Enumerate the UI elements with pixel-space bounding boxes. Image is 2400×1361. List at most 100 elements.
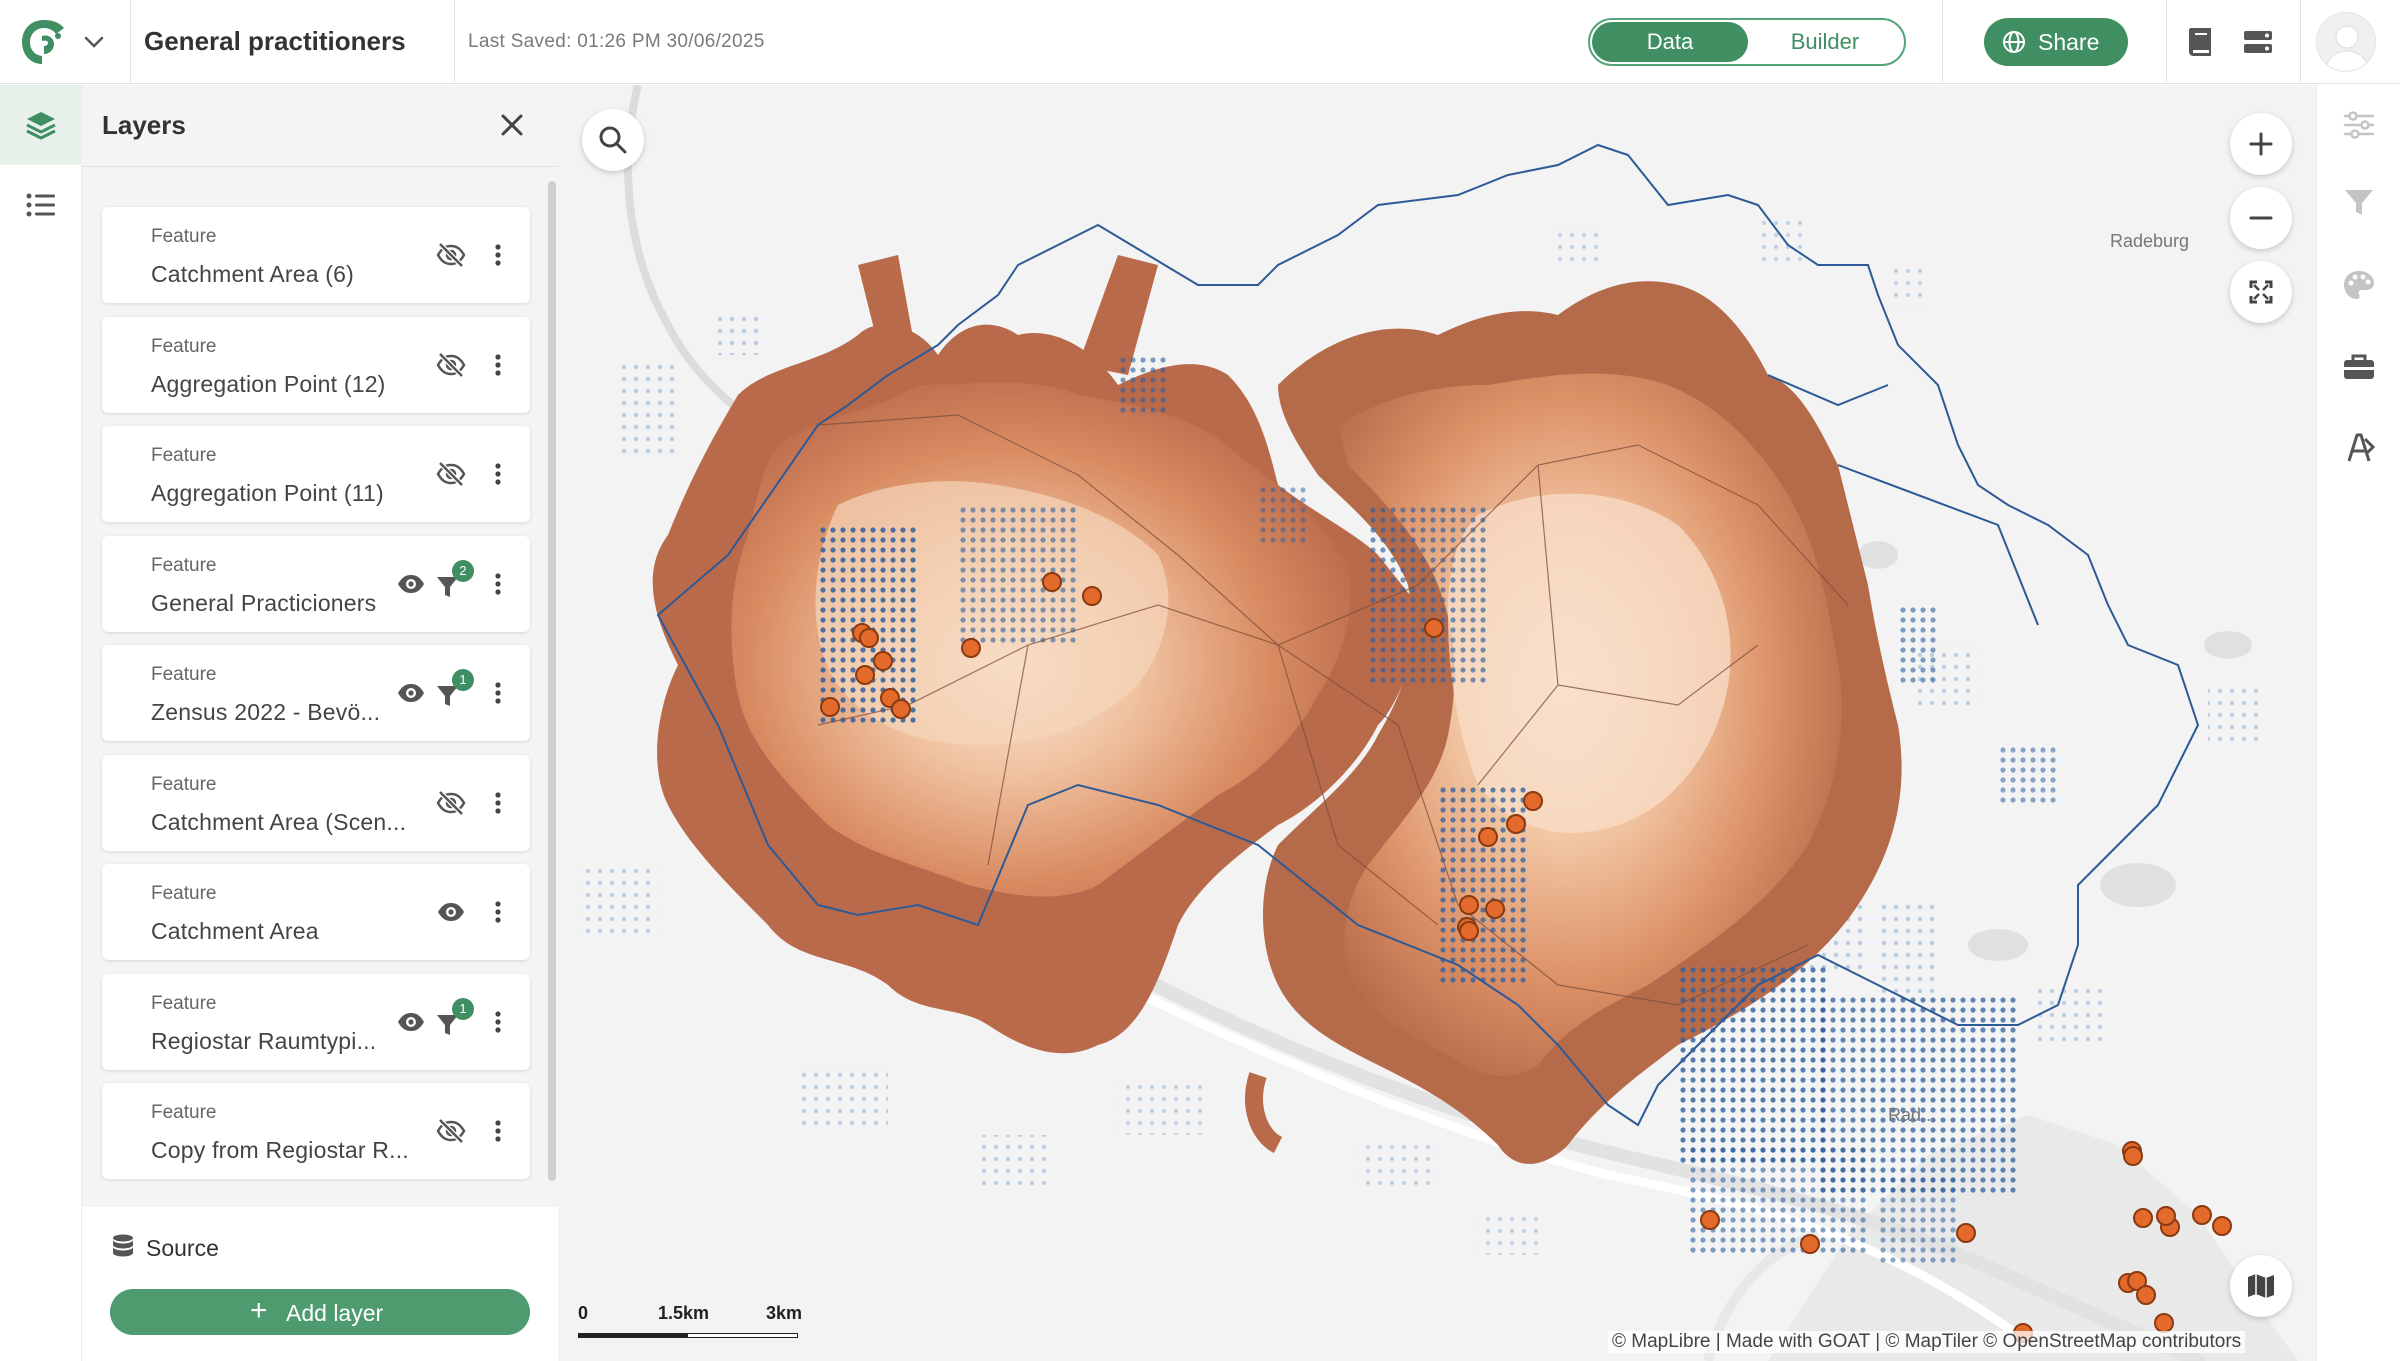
layer-card[interactable]: Feature Regiostar Raumtypi... 1 bbox=[102, 973, 530, 1070]
map-graphics bbox=[558, 85, 2316, 1361]
filter-count-badge: 1 bbox=[452, 669, 474, 691]
place-label-radeburg: Radeburg bbox=[2110, 231, 2190, 251]
globe-icon bbox=[2003, 31, 2025, 53]
layer-card[interactable]: Feature Aggregation Point (12) bbox=[102, 316, 530, 413]
top-bar: General practitioners Last Saved: 01:26 … bbox=[0, 0, 2400, 84]
visibility-off-icon[interactable] bbox=[436, 1116, 466, 1146]
scale-label-mid: 1.5km bbox=[658, 1303, 710, 1323]
filter-icon[interactable] bbox=[434, 681, 464, 711]
scale-label-zero: 0 bbox=[578, 1303, 589, 1323]
layers-panel: Layers Feature Catchment Area (6) Feature A… bbox=[82, 85, 558, 1361]
zoom-in-button[interactable] bbox=[2230, 113, 2292, 175]
book-icon[interactable] bbox=[2183, 24, 2219, 60]
layer-card[interactable]: Feature Catchment Area bbox=[102, 864, 530, 960]
share-label: Share bbox=[2038, 29, 2100, 55]
add-layer-label: Add layer bbox=[286, 1300, 384, 1326]
visibility-off-icon[interactable] bbox=[436, 788, 466, 818]
legend-list-icon[interactable] bbox=[23, 187, 59, 223]
layer-name: Catchment Area bbox=[151, 918, 319, 944]
project-title[interactable]: General practitioners bbox=[144, 26, 406, 56]
place-label-radebeul: Rad... bbox=[1888, 1105, 1937, 1125]
more-options-icon[interactable] bbox=[483, 678, 513, 708]
more-options-icon[interactable] bbox=[483, 788, 513, 818]
share-button[interactable]: Share bbox=[1984, 18, 2128, 66]
toolbox-icon[interactable] bbox=[2341, 349, 2377, 385]
more-options-icon[interactable] bbox=[483, 459, 513, 489]
avatar[interactable] bbox=[2316, 12, 2376, 72]
map-canvas[interactable]: Radeburg Rad... 0 1.5km 3km © MapLibre |… bbox=[558, 85, 2316, 1361]
layer-type-label: Feature bbox=[151, 445, 217, 466]
panel-footer: Source + Add layer bbox=[82, 1207, 558, 1361]
panel-scrollbar[interactable] bbox=[548, 181, 556, 1181]
map-attribution[interactable]: © MapLibre | Made with GOAT | © MapTiler… bbox=[1608, 1331, 2246, 1353]
filter-count-badge: 1 bbox=[452, 997, 474, 1020]
minus-icon bbox=[2249, 216, 2273, 220]
layer-name: Aggregation Point (11) bbox=[151, 480, 384, 506]
layer-card[interactable]: Feature Zensus 2022 - Bevö... 1 bbox=[102, 645, 530, 741]
more-options-icon[interactable] bbox=[483, 1116, 513, 1146]
layer-name: General Practicioners bbox=[151, 589, 377, 616]
last-saved-status: Last Saved: 01:26 PM 30/06/2025 bbox=[468, 31, 765, 52]
layout-icon[interactable] bbox=[2240, 24, 2276, 60]
layer-type-label: Feature bbox=[151, 554, 217, 576]
filter-icon[interactable] bbox=[434, 1010, 464, 1040]
builder-view-tab[interactable]: Builder bbox=[1790, 29, 1860, 54]
filter-icon[interactable] bbox=[434, 572, 464, 602]
zoom-out-button[interactable] bbox=[2230, 187, 2292, 249]
layer-card[interactable]: Feature Catchment Area (Scen... bbox=[102, 754, 530, 851]
layer-type-label: Feature bbox=[151, 664, 217, 685]
layer-name: Zensus 2022 - Bevö... bbox=[151, 699, 381, 725]
palette-icon[interactable] bbox=[2341, 267, 2377, 303]
layers-icon[interactable] bbox=[23, 107, 59, 143]
fullscreen-icon bbox=[2249, 280, 2273, 304]
layer-type-label: Feature bbox=[151, 992, 217, 1014]
more-options-icon[interactable] bbox=[483, 350, 513, 380]
layer-name: Catchment Area (Scen... bbox=[151, 808, 407, 835]
visibility-off-icon[interactable] bbox=[436, 459, 466, 489]
visibility-off-icon[interactable] bbox=[436, 350, 466, 380]
filter-icon[interactable] bbox=[2341, 185, 2377, 221]
divider bbox=[130, 0, 131, 84]
layer-card[interactable]: Feature Copy from Regiostar R... bbox=[102, 1083, 530, 1179]
divider bbox=[2300, 0, 2301, 84]
source-label[interactable]: Source bbox=[146, 1235, 219, 1261]
layer-type-label: Feature bbox=[151, 773, 217, 795]
layer-card[interactable]: Feature Catchment Area (6) bbox=[102, 207, 530, 303]
plus-icon: + bbox=[250, 1294, 268, 1327]
visibility-on-icon[interactable] bbox=[396, 678, 426, 708]
plus-icon bbox=[2249, 132, 2273, 156]
visibility-on-icon[interactable] bbox=[396, 569, 426, 599]
data-view-tab[interactable]: Data bbox=[1592, 22, 1748, 62]
layer-card[interactable]: Feature General Practicioners 2 bbox=[102, 535, 530, 632]
visibility-on-icon[interactable] bbox=[396, 1007, 426, 1037]
scenario-edit-icon[interactable] bbox=[2341, 429, 2377, 465]
more-options-icon[interactable] bbox=[483, 569, 513, 599]
more-options-icon[interactable] bbox=[483, 1007, 513, 1037]
basemap-button[interactable] bbox=[2230, 1255, 2292, 1317]
scale-label-end: 3km bbox=[766, 1303, 803, 1323]
fullscreen-button[interactable] bbox=[2230, 261, 2292, 323]
layer-name: Aggregation Point (12) bbox=[151, 370, 386, 397]
layer-settings-icon[interactable] bbox=[2341, 107, 2377, 143]
map-search-button[interactable] bbox=[582, 109, 644, 171]
close-icon[interactable] bbox=[494, 107, 530, 143]
layer-name: Regiostar Raumtypi... bbox=[151, 1027, 377, 1054]
layer-name: Copy from Regiostar R... bbox=[151, 1137, 409, 1163]
visibility-off-icon[interactable] bbox=[436, 240, 466, 270]
more-options-icon[interactable] bbox=[483, 240, 513, 270]
panel-title: Layers bbox=[102, 110, 186, 140]
layer-card[interactable]: Feature Aggregation Point (11) bbox=[102, 426, 530, 522]
layer-type-label: Feature bbox=[151, 226, 217, 247]
layer-type-label: Feature bbox=[151, 1102, 217, 1123]
more-options-icon[interactable] bbox=[483, 897, 513, 927]
database-icon bbox=[110, 1233, 136, 1259]
panel-header: Layers bbox=[82, 85, 558, 167]
scale-bar-segment bbox=[578, 1333, 688, 1338]
divider bbox=[2166, 0, 2167, 84]
add-layer-button[interactable]: + Add layer bbox=[110, 1289, 530, 1335]
search-icon bbox=[599, 126, 627, 154]
chevron-down-icon[interactable] bbox=[82, 30, 106, 54]
filter-count-badge: 2 bbox=[452, 559, 474, 582]
goat-logo-icon[interactable] bbox=[18, 16, 70, 68]
visibility-on-icon[interactable] bbox=[436, 897, 466, 927]
